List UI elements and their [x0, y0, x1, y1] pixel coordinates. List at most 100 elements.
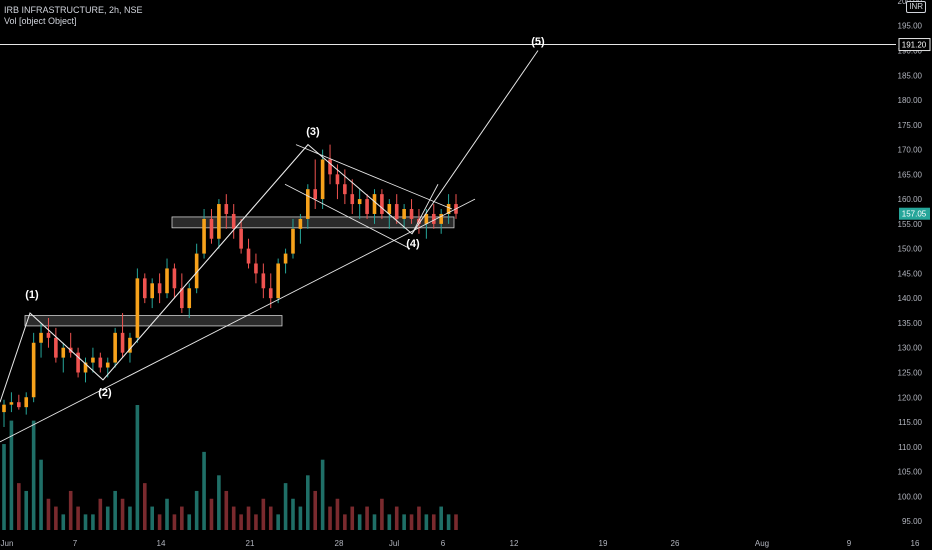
candle-body — [24, 397, 29, 408]
volume-bar — [68, 490, 73, 530]
candle-body — [172, 268, 177, 289]
volume-bar — [276, 514, 280, 530]
volume-bar — [439, 506, 443, 530]
support-zones — [24, 216, 455, 327]
volume-bar — [417, 506, 421, 530]
support-zone — [171, 216, 455, 229]
candle-body — [387, 204, 392, 214]
currency-badge[interactable]: INR — [906, 1, 926, 13]
candle-body — [150, 283, 154, 299]
candle-body — [83, 362, 88, 373]
candle-body — [9, 402, 14, 405]
trendline — [102, 144, 309, 381]
candle-body — [54, 337, 58, 358]
candle-body — [409, 209, 414, 219]
volume-bar — [209, 498, 214, 530]
candlestick-series — [2, 144, 458, 427]
candle-body — [380, 194, 384, 214]
candle-body — [254, 263, 258, 274]
price-tick-label: 125.00 — [898, 368, 923, 377]
trendline — [29, 312, 104, 381]
level-price-text: 191.20 — [902, 41, 927, 50]
price-tick-label: 165.00 — [898, 170, 923, 179]
volume-bar — [446, 514, 451, 530]
volume-bar — [142, 483, 147, 530]
price-tick-label: 145.00 — [898, 269, 923, 278]
volume-bar — [424, 514, 429, 530]
price-tick-label: 130.00 — [898, 344, 923, 353]
candle-body — [142, 278, 147, 299]
volume-bar — [372, 514, 377, 530]
volume-bar — [128, 506, 132, 530]
symbol-title[interactable]: IRB INFRASTRUCTURE, 2h, NSE — [4, 5, 143, 15]
price-tick-label: 150.00 — [898, 245, 923, 254]
volume-bar — [2, 444, 6, 530]
time-tick-label: 28 — [335, 539, 344, 548]
candle-body — [98, 357, 103, 368]
volume-bar — [350, 506, 355, 530]
price-tick-label: 170.00 — [898, 146, 923, 155]
candle-body — [313, 189, 318, 200]
volume-bar — [150, 506, 154, 530]
volume-bar — [157, 514, 162, 530]
candle-body — [91, 357, 95, 363]
candle-body — [343, 184, 347, 195]
volume-bar — [394, 506, 399, 530]
volume-bar — [343, 514, 347, 530]
time-tick-label: 21 — [246, 539, 255, 548]
candle-body — [365, 199, 369, 214]
volume-bar — [306, 475, 310, 530]
candle-body — [135, 278, 140, 338]
candle-body — [431, 213, 436, 224]
price-tick-label: 195.00 — [898, 22, 923, 31]
trendline — [295, 144, 453, 210]
price-tick-label: 120.00 — [898, 393, 923, 402]
candle-body — [120, 332, 125, 353]
candle-body — [335, 174, 340, 185]
volume-bar — [298, 506, 303, 530]
volume-bar — [120, 498, 125, 530]
volume-bar — [202, 451, 206, 530]
candle-body — [268, 288, 273, 299]
candle-body — [372, 194, 377, 214]
candle-body — [439, 213, 443, 224]
candle-body — [209, 218, 214, 239]
wave-label: (2) — [98, 387, 112, 399]
volume-bar — [31, 420, 36, 530]
candle-body — [2, 404, 6, 413]
volume-bar — [431, 514, 436, 530]
time-tick-label: 26 — [671, 539, 680, 548]
trendline — [0, 198, 476, 443]
volume-bar — [187, 514, 192, 530]
volume-bar — [113, 490, 117, 530]
candle-body — [17, 402, 21, 408]
price-tick-label: 185.00 — [898, 71, 923, 80]
volume-bar — [261, 498, 266, 530]
candle-body — [320, 159, 325, 200]
candle-body — [217, 204, 221, 239]
volume-bar — [76, 506, 80, 530]
time-tick-label: Aug — [755, 539, 769, 548]
volume-bar — [402, 514, 406, 530]
time-tick-label: Jul — [389, 539, 399, 548]
volume-bar — [409, 514, 414, 530]
volume-bar — [268, 506, 273, 530]
trendline — [284, 183, 411, 250]
price-tick-label: 95.00 — [902, 517, 923, 526]
candle-body — [157, 283, 162, 294]
candle-body — [291, 228, 295, 254]
price-tick-label: 175.00 — [898, 121, 923, 130]
volume-bar — [9, 420, 14, 530]
candle-body — [446, 204, 451, 214]
candle-body — [424, 213, 429, 224]
time-tick-label: 12 — [510, 539, 519, 548]
candle-body — [39, 332, 43, 343]
volume-indicator-label[interactable]: Vol [object Object] — [4, 16, 77, 26]
volume-bar — [46, 498, 51, 530]
volume-bar — [39, 459, 43, 530]
volume-bar — [380, 498, 384, 530]
last-price-text: 157.05 — [902, 210, 927, 219]
price-tick-label: 160.00 — [898, 195, 923, 204]
candle-body — [246, 248, 251, 264]
